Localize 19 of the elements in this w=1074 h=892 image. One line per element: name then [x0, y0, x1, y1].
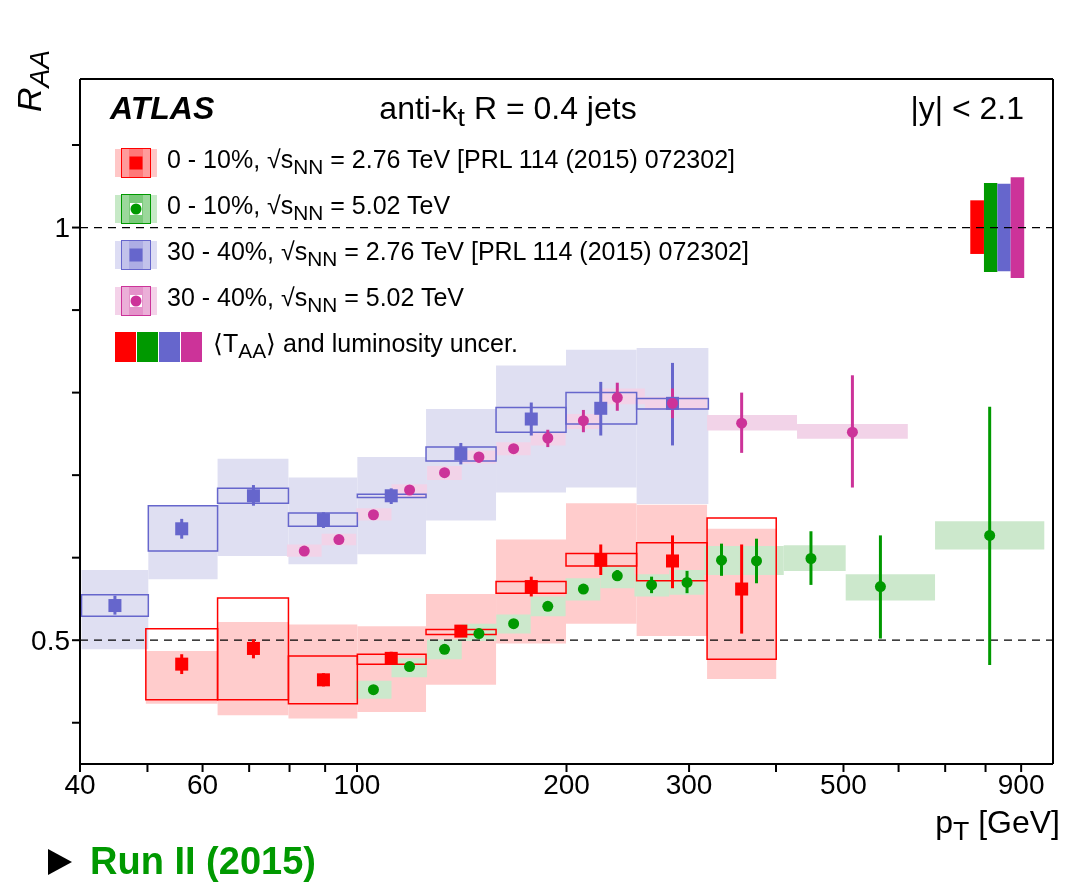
x-tick-label: 40	[64, 768, 96, 800]
x-tick-label: 200	[543, 768, 590, 800]
legend-label: ⟨T$_{AA}$⟩ and luminosity uncer.	[213, 328, 518, 364]
x-tick-label: 500	[820, 768, 867, 800]
legend-label: 30 - 40%, √s$_{NN}$ = 2.76 TeV [PRL 114 (2015) 072302]	[167, 236, 749, 272]
x-tick-label: 60	[186, 768, 219, 800]
x-axis-title: p$_{T}$ [GeV]	[935, 804, 1060, 848]
x-tick-label: 300	[665, 768, 713, 800]
x-tick-label: 100	[333, 768, 381, 800]
text: Run II (2015)	[90, 840, 316, 883]
x-tick-label: 900	[997, 768, 1045, 800]
legend-label: 30 - 40%, √s$_{NN}$ = 5.02 TeV	[167, 282, 465, 318]
y-tick-label: 1	[54, 212, 70, 244]
legend-label: 0 - 10%, √s$_{NN}$ = 5.02 TeV	[167, 190, 451, 226]
annotation: ATLAS	[110, 90, 215, 127]
y-tick-label: 0.5	[31, 625, 70, 657]
text: anti-k$_{t}$ R = 0.4 jets	[378, 90, 638, 134]
legend-label: 0 - 10%, √s$_{NN}$ = 2.76 TeV [PRL 114 (2015) 072302]	[167, 144, 736, 180]
annotation: |y| < 2.1	[910, 90, 1024, 127]
